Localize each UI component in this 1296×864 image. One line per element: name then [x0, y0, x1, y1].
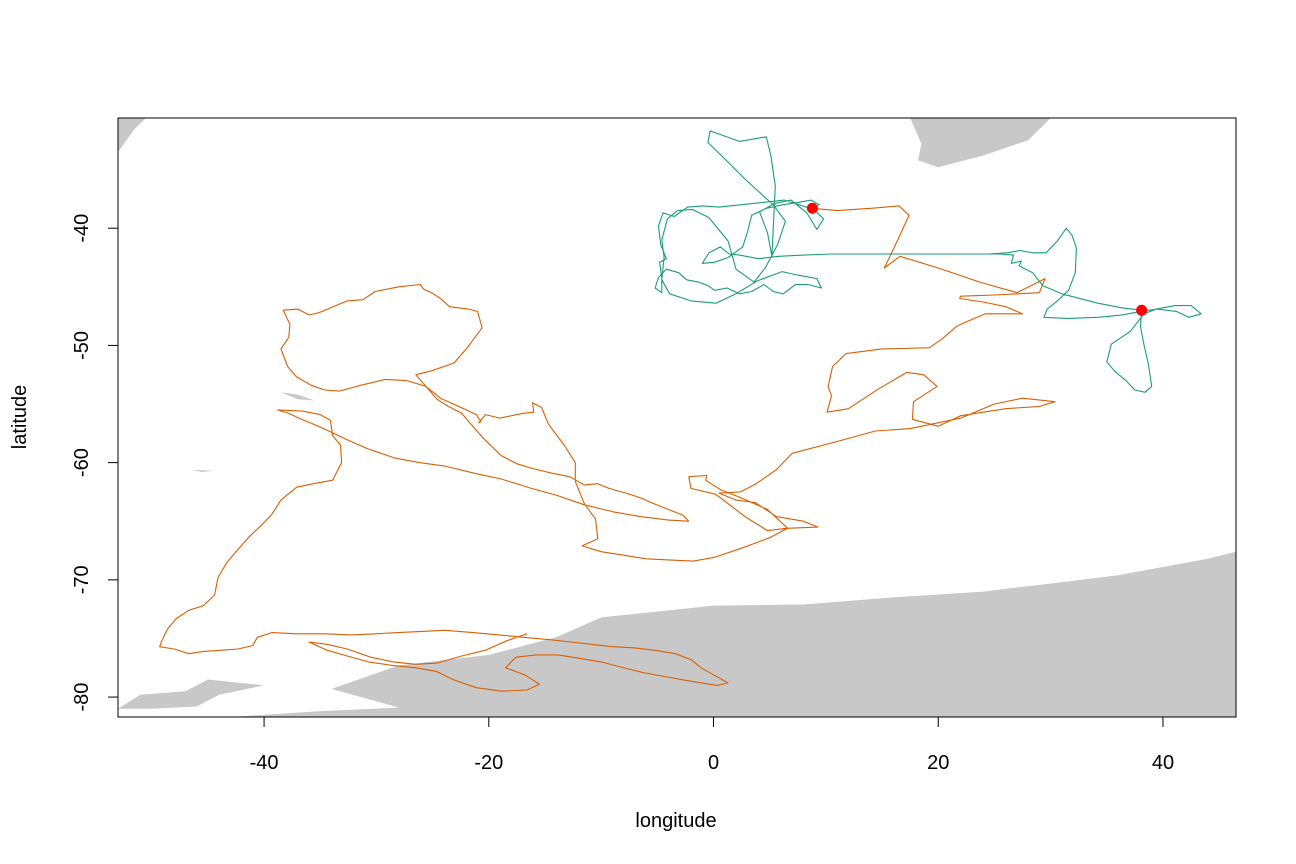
land-south-sandwich: [191, 469, 214, 472]
x-tick-label: -40: [250, 752, 279, 774]
y-tick-label: -70: [71, 565, 93, 594]
track-line-2: [654, 130, 1202, 393]
y-axis-title: latitude: [9, 385, 31, 450]
track-layer: [159, 130, 1202, 692]
land-ice-shelf-west: [118, 679, 265, 709]
track-line-1: [159, 205, 1056, 692]
land-layer: [118, 118, 1236, 717]
y-axis: -80 -70 -60 -50 -40: [71, 214, 119, 712]
land-south-georgia: [280, 392, 315, 401]
land-antarctica: [230, 551, 1236, 717]
x-axis: -40 -20 0 20 40: [250, 716, 1174, 774]
y-tick-label: -50: [71, 331, 93, 360]
y-tick-label: -60: [71, 448, 93, 477]
x-axis-title: longitude: [635, 810, 716, 832]
x-tick-label: 40: [1152, 752, 1174, 774]
land-africa-tip: [910, 118, 1051, 168]
y-tick-label: -80: [71, 683, 93, 712]
x-tick-label: -20: [474, 752, 503, 774]
land-south-america-tip: [118, 118, 147, 152]
location-marker-2: [1136, 304, 1148, 316]
y-tick-label: -40: [71, 214, 93, 243]
location-marker-1: [806, 202, 818, 214]
x-tick-label: 20: [927, 752, 949, 774]
marker-layer: [806, 202, 1148, 316]
x-tick-label: 0: [708, 752, 719, 774]
